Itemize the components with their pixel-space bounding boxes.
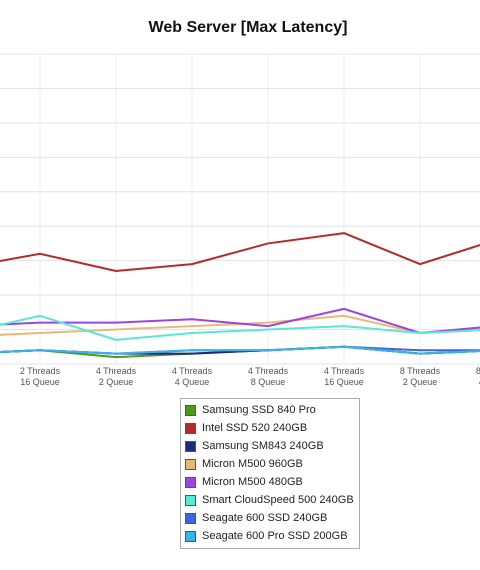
legend-swatch bbox=[185, 404, 196, 416]
x-tick-label: 8 Threads 2 Queue bbox=[400, 366, 441, 387]
chart-title: Web Server [Max Latency] bbox=[148, 19, 348, 36]
legend-item: Samsung SM843 240GB bbox=[181, 437, 359, 455]
series-line-7 bbox=[0, 345, 480, 355]
legend-label: Smart CloudSpeed 500 240GB bbox=[202, 494, 354, 506]
series-line-1 bbox=[0, 232, 480, 272]
x-tick-label: 4 Threads 2 Queue bbox=[96, 366, 137, 387]
series-line-3 bbox=[0, 314, 480, 336]
x-tick-label: 4 Threads 4 Queue bbox=[172, 366, 213, 387]
legend-swatch bbox=[185, 422, 196, 434]
legend-label: Intel SSD 520 240GB bbox=[202, 422, 308, 434]
x-tick-label: 4 Threads 8 Queue bbox=[248, 366, 289, 387]
legend-item: Intel SSD 520 240GB bbox=[181, 419, 359, 437]
legend-swatch bbox=[185, 458, 196, 470]
legend-label: Seagate 600 Pro SSD 200GB bbox=[202, 530, 348, 542]
legend-swatch bbox=[185, 476, 196, 488]
legend-swatch bbox=[185, 512, 196, 524]
x-tick-label: 4 Threads 16 Queue bbox=[324, 366, 365, 387]
legend-swatch bbox=[185, 530, 196, 542]
legend-label: Micron M500 480GB bbox=[202, 476, 303, 488]
legend-label: Micron M500 960GB bbox=[202, 458, 303, 470]
legend-item: Micron M500 960GB bbox=[181, 455, 359, 473]
gridlines bbox=[0, 53, 480, 365]
legend-item: Micron M500 480GB bbox=[181, 473, 359, 491]
legend-swatch bbox=[185, 440, 196, 452]
x-tick-label: 2 Threads 16 Queue bbox=[20, 366, 61, 387]
legend-label: Samsung SM843 240GB bbox=[202, 440, 324, 452]
legend-item: Seagate 600 SSD 240GB bbox=[181, 509, 359, 527]
series-line-4 bbox=[0, 307, 480, 334]
legend: Samsung SSD 840 Pro Intel SSD 520 240GB Sa… bbox=[180, 398, 360, 549]
legend-label: Seagate 600 SSD 240GB bbox=[202, 512, 328, 524]
legend-item: Seagate 600 Pro SSD 200GB bbox=[181, 527, 359, 545]
legend-item: Smart CloudSpeed 500 240GB bbox=[181, 491, 359, 509]
legend-label: Samsung SSD 840 Pro bbox=[202, 404, 316, 416]
legend-swatch bbox=[185, 494, 196, 506]
legend-item: Samsung SSD 840 Pro bbox=[181, 401, 359, 419]
series-line-5 bbox=[0, 314, 480, 341]
series-lines bbox=[0, 232, 480, 359]
series-line-0 bbox=[0, 345, 480, 359]
